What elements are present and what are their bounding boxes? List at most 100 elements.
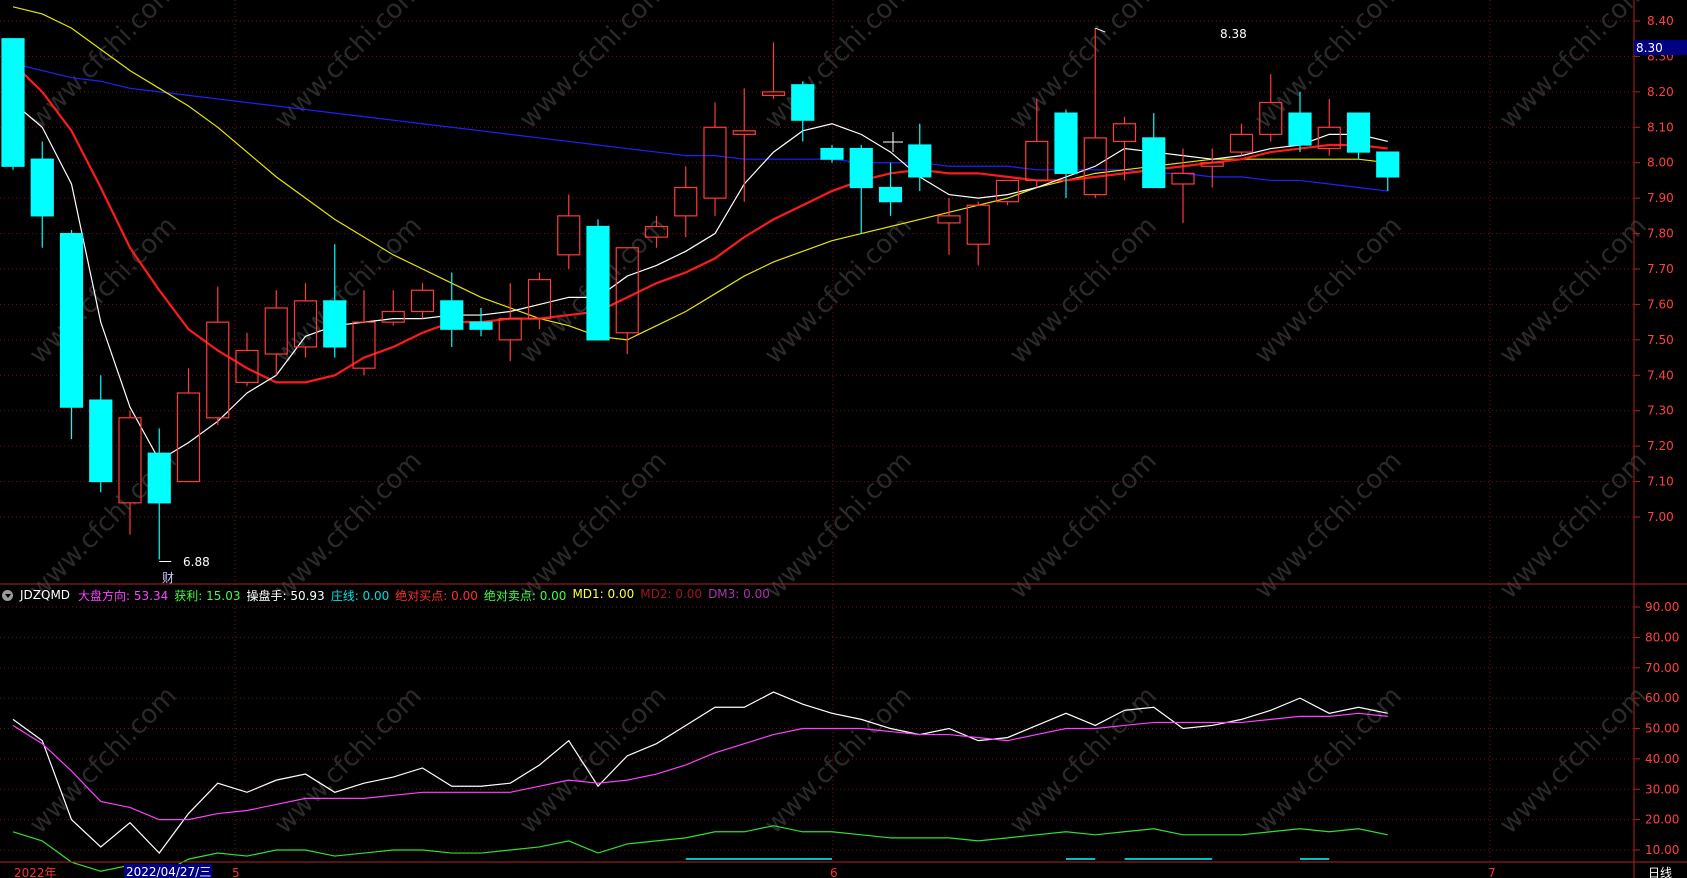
candle-body (937, 215, 961, 224)
candle[interactable] (615, 247, 639, 355)
candle[interactable] (469, 307, 493, 337)
candle-body (498, 318, 522, 341)
candle[interactable] (498, 283, 522, 362)
watermark-text: www.cfchi.com (1494, 211, 1653, 370)
candle-body (1259, 101, 1283, 135)
candle-body (352, 321, 376, 369)
candle-body (235, 349, 259, 383)
indicator-value-item: 绝对卖点: 0.00 (483, 588, 567, 603)
candle[interactable] (1346, 112, 1371, 160)
candle-body (849, 147, 873, 189)
watermark-text: www.cfchi.com (514, 446, 673, 605)
indicator-settings-icon[interactable] (2, 589, 13, 601)
candle[interactable] (557, 194, 581, 269)
candlestick-series[interactable] (1, 28, 1400, 560)
price-tick-label: 7.60 (1647, 297, 1674, 311)
watermark-text: www.cfchi.com (1004, 211, 1163, 370)
candle[interactable] (761, 42, 786, 99)
candle-body (791, 84, 815, 121)
candle[interactable] (1288, 91, 1312, 153)
price-tick-label: 8.40 (1647, 14, 1674, 28)
watermark-text: www.cfchi.com (269, 681, 428, 840)
candle[interactable] (176, 368, 201, 483)
candle[interactable] (820, 145, 844, 163)
candle[interactable] (1112, 116, 1137, 181)
candle[interactable] (732, 88, 756, 202)
period-label[interactable]: 日线 (1648, 866, 1672, 878)
indicator-tick-label: 70.00 (1645, 661, 1679, 675)
indicator-tick-label: 40.00 (1645, 752, 1679, 766)
candle[interactable] (1376, 151, 1400, 192)
candle[interactable] (1025, 98, 1049, 188)
candle-body (206, 321, 230, 419)
candle[interactable] (1229, 123, 1254, 156)
candle[interactable] (1083, 28, 1107, 199)
candle[interactable] (1, 38, 25, 170)
candle[interactable] (878, 162, 903, 216)
indicator-value-item: 绝对买点: 0.00 (395, 588, 478, 603)
candle[interactable] (235, 332, 259, 386)
candle[interactable] (147, 428, 171, 560)
ma10-line (12, 62, 1388, 384)
candle[interactable] (995, 179, 1020, 206)
candle[interactable] (1171, 148, 1195, 223)
candle[interactable] (352, 290, 376, 376)
candle-body (586, 225, 610, 341)
watermark-text: www.cfchi.com (1494, 446, 1653, 605)
price-tick-label: 8.00 (1647, 156, 1674, 170)
candle[interactable] (644, 215, 669, 248)
price-tick-label: 7.70 (1647, 262, 1674, 276)
candle[interactable] (410, 283, 435, 319)
watermark-text: www.cfchi.com (269, 446, 428, 605)
candle[interactable] (89, 375, 113, 493)
candle-body (1025, 140, 1049, 182)
candle[interactable] (118, 410, 142, 535)
candle[interactable] (293, 283, 318, 358)
indicator-value-item: 操盘手: 50.93 (246, 588, 325, 603)
candle[interactable] (1317, 98, 1341, 156)
candle[interactable] (674, 166, 698, 238)
candle[interactable] (381, 290, 405, 326)
candle[interactable] (1142, 113, 1166, 189)
candle-body (176, 392, 201, 483)
candle-body (1346, 112, 1371, 153)
candle[interactable] (440, 272, 464, 347)
candle-body (615, 247, 639, 334)
candle-body (761, 91, 786, 96)
x-label-date-bg (124, 864, 212, 878)
indicator-name[interactable]: JDZQMD (20, 588, 71, 602)
candle[interactable] (849, 145, 873, 234)
candle[interactable] (206, 286, 230, 425)
candle[interactable] (966, 201, 990, 266)
candle[interactable] (527, 272, 552, 330)
indicator-values: 大盘方向: 53.34 获利: 15.03 操盘手: 50.93 庄线: 0.00 绝对… (78, 587, 770, 604)
candle[interactable] (1200, 148, 1224, 188)
candle[interactable] (586, 219, 610, 341)
price-tick-label: 8.20 (1647, 85, 1674, 99)
indicator-value-item: MD1: 0.00 (572, 586, 635, 601)
candle[interactable] (791, 81, 815, 142)
indicator-value-item: 庄线: 0.00 (330, 588, 390, 603)
watermark-text: www.cfchi.com (759, 0, 918, 135)
watermark-text: www.cfchi.com (24, 0, 183, 135)
candle-body (1083, 137, 1107, 196)
watermark-text: www.cfchi.com (1494, 0, 1653, 135)
candle-body (1112, 123, 1137, 143)
watermark-text: www.cfchi.com (1494, 681, 1653, 840)
candle[interactable] (1259, 74, 1283, 142)
candle[interactable] (59, 230, 84, 440)
candle[interactable] (703, 102, 727, 216)
watermark-text: www.cfchi.com (1004, 681, 1163, 840)
candle[interactable] (937, 198, 961, 255)
candle[interactable] (323, 244, 347, 358)
watermark-text: www.cfchi.com (1249, 446, 1408, 605)
candle[interactable] (264, 290, 288, 376)
candle[interactable] (1054, 109, 1078, 199)
candle[interactable] (908, 123, 932, 192)
indicator-tick-label: 30.00 (1645, 782, 1679, 796)
candle[interactable] (30, 141, 54, 248)
indicator-header: JDZQMD 大盘方向: 53.34 获利: 15.03 操盘手: 50.93 庄线:… (2, 585, 770, 605)
candle-body (1, 38, 25, 167)
